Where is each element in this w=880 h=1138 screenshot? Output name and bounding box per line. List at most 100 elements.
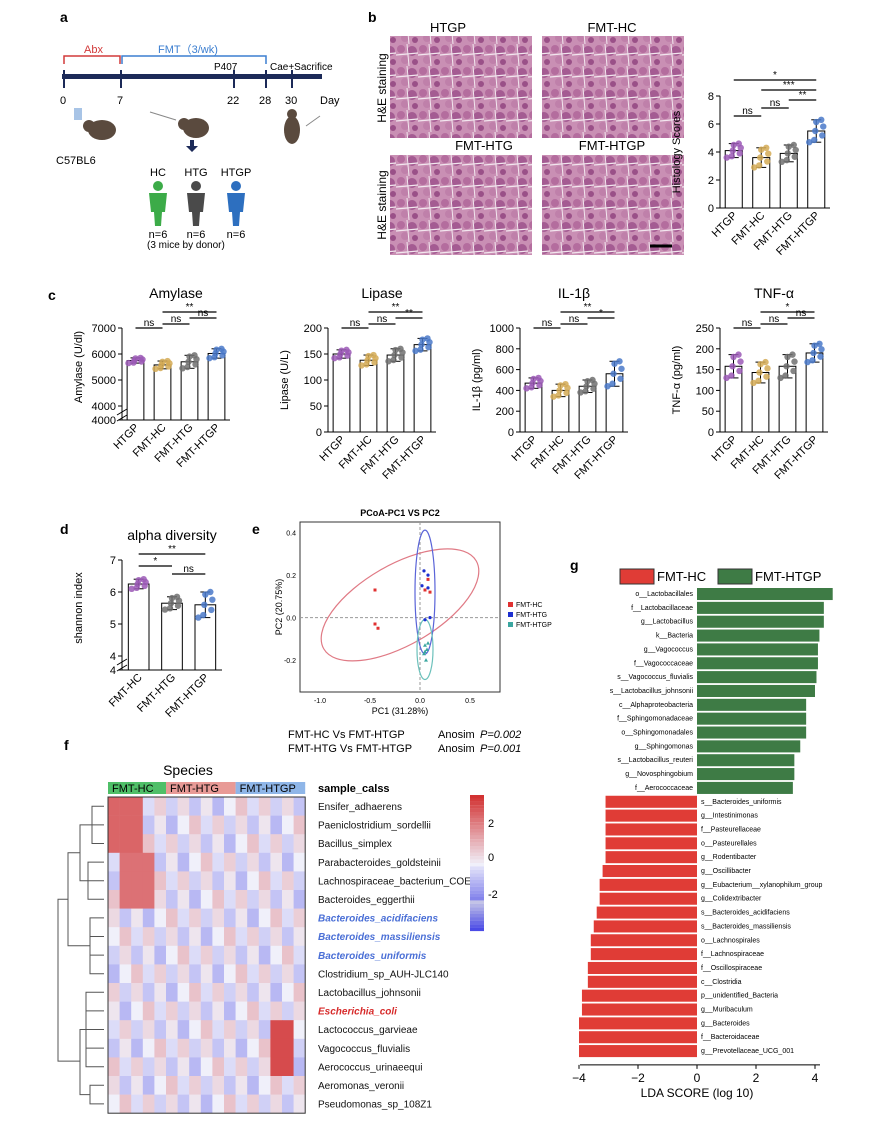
data-point (818, 116, 825, 124)
species-label: Vagococcus_fluvialis (318, 1044, 410, 1055)
data-point (363, 361, 370, 368)
heatmap-cell (108, 1020, 120, 1040)
heatmap-cell (200, 871, 213, 891)
data-point (817, 353, 824, 360)
heatmap-cell (224, 964, 236, 984)
heatmap-cell (177, 1094, 190, 1114)
heatmap-cell (235, 797, 248, 816)
lda-bar (596, 906, 697, 919)
scale-segment (470, 829, 484, 833)
anosim-p: P=0.001 (480, 743, 521, 755)
heatmap-frame (107, 796, 306, 1114)
data-point (590, 385, 597, 392)
y-tick-label: 50 (310, 401, 322, 413)
y-tick-label: 150 (304, 349, 322, 361)
heatmap-cell (282, 1057, 294, 1077)
heatmap-cell (108, 964, 120, 984)
heatmap-cell (270, 1001, 283, 1021)
heatmap-cell (212, 927, 225, 947)
heatmap-cell (258, 834, 271, 854)
lda-bar-label: s__Bacteroides_massiliensis (701, 923, 791, 930)
bar (386, 354, 405, 433)
scale-segment (470, 822, 484, 826)
heatmap-cell (119, 945, 132, 965)
heatmap-cell (235, 871, 248, 891)
heatmap-cell (142, 1020, 155, 1040)
data-point (370, 351, 377, 359)
heatmap-cell (247, 871, 260, 891)
panel-letter-f: f (64, 737, 69, 753)
heatmap-cell (177, 1057, 190, 1077)
legend-swatch (508, 602, 513, 607)
data-point (191, 352, 198, 359)
anosim-p: P=0.002 (480, 729, 521, 741)
heatmap-cell (166, 815, 178, 835)
heatmap-cell (282, 1094, 294, 1114)
annotation-header: sample_calss (318, 783, 390, 795)
y-tick-label: 4 (110, 651, 116, 663)
lda-bar-label: f__Vagococcaceae (634, 660, 693, 667)
data-point (208, 606, 215, 614)
data-point (577, 389, 584, 396)
lda-bar (697, 588, 833, 601)
species-label: Ensifer_adhaerens (318, 802, 402, 813)
heatmap-cell (189, 964, 202, 984)
heatmap-cell (189, 890, 202, 909)
heatmap-cell (108, 908, 120, 928)
heatmap-cell (119, 1076, 132, 1095)
heatmap-cell (293, 1020, 306, 1040)
species-label: Clostridium_sp_AUH-JLC140 (318, 969, 449, 980)
scale-segment (470, 839, 484, 843)
heatmap-cell (293, 1057, 306, 1077)
data-point (762, 358, 769, 366)
y-tick-label: 0.2 (286, 573, 296, 580)
data-point (373, 588, 377, 592)
heatmap-cell (154, 1038, 167, 1058)
heatmap-cell (224, 834, 236, 854)
scale-segment (470, 798, 484, 802)
significance-label: ns (769, 314, 780, 325)
species-label: Paeniclostridium_sordellii (318, 821, 431, 832)
significance-label: ns (796, 308, 807, 319)
heatmap-cell (189, 852, 202, 872)
lda-bar-label: g__Oscillibacter (701, 868, 751, 875)
day-tick-30: 30 (285, 95, 297, 107)
heatmap-cell (189, 834, 202, 854)
chart-title: Lipase (361, 285, 402, 301)
data-point (617, 375, 624, 382)
heatmap-cell (212, 815, 225, 835)
heatmap-cell (108, 1057, 120, 1077)
lda-bar (579, 1017, 697, 1030)
scale-segment (470, 910, 484, 915)
heatmap-cell (212, 1038, 225, 1058)
scale-segment (470, 876, 484, 881)
heatmap-cell (224, 797, 236, 816)
data-point (764, 365, 771, 372)
legend-swatch (717, 568, 753, 585)
data-point (735, 140, 742, 147)
data-point (818, 346, 825, 353)
heatmap-cell (119, 815, 132, 835)
y-tick-label: 600 (496, 365, 514, 377)
heatmap-cell (200, 945, 213, 965)
data-point (728, 372, 735, 379)
y-tick-label: 7000 (92, 323, 116, 335)
significance-label: ns (569, 314, 580, 325)
heatmap-cell (247, 983, 260, 1002)
heatmap-cell (166, 852, 178, 872)
heatmap-cell (177, 852, 190, 872)
y-tick-label: 0 (316, 427, 322, 439)
heatmap-cell (247, 964, 260, 984)
data-point (186, 353, 193, 360)
heatmap-cell (235, 927, 248, 947)
heatmap-cell (224, 1057, 236, 1077)
y-axis-label: PC2 (20.75%) (274, 579, 284, 636)
chart-title: Species (163, 762, 213, 778)
species-label: Lactobacillus_johnsonii (318, 988, 421, 999)
data-point (344, 352, 351, 359)
heatmap-cell (119, 927, 132, 947)
lda-bar (587, 975, 697, 988)
data-point (618, 365, 625, 372)
scale-segment (470, 914, 484, 918)
data-point (584, 378, 591, 385)
